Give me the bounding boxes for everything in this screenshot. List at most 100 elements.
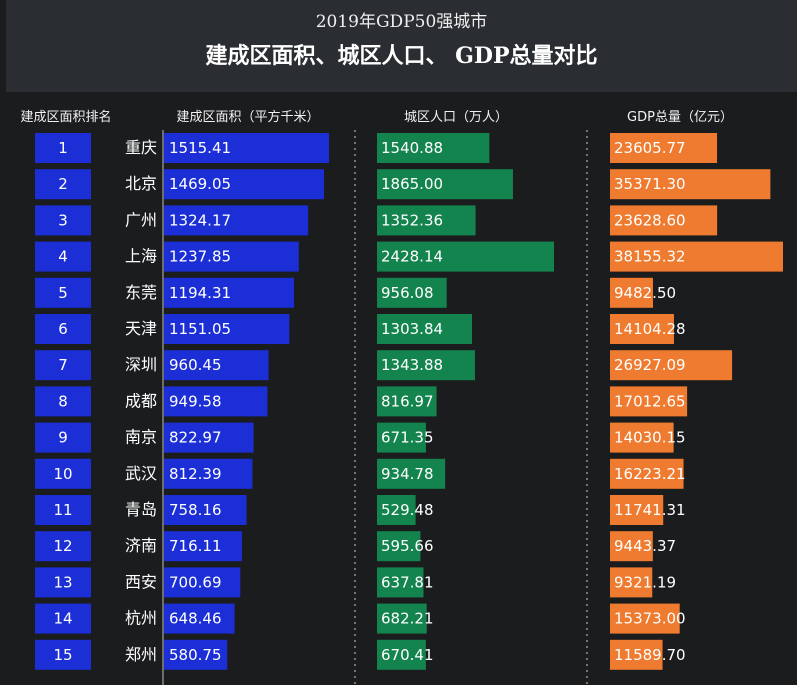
rank-label: 1 (58, 139, 68, 157)
rank-label: 2 (58, 175, 68, 193)
gdp-value-label: 9482.50 (614, 284, 676, 302)
area-value-label: 758.16 (169, 501, 222, 519)
rank-label: 8 (58, 392, 68, 410)
area-column-header: 建成区面积（平方千米） (176, 109, 319, 125)
city-label: 杭州 (125, 609, 157, 628)
gdp-value-label: 11741.31 (614, 501, 686, 519)
city-label: 郑州 (125, 645, 157, 664)
rank-box (35, 350, 91, 381)
gdp-bar (610, 639, 663, 670)
area-bar (164, 205, 309, 236)
gdp-value-label: 14030.15 (614, 429, 686, 447)
area-value-label: 1469.05 (169, 175, 231, 193)
population-value-label: 670.41 (381, 646, 434, 664)
gdp-bar (610, 603, 680, 634)
area-value-label: 812.39 (169, 465, 222, 483)
city-label: 青岛 (125, 500, 157, 519)
gdp-value-label: 11589.70 (614, 646, 686, 664)
area-value-label: 1515.41 (169, 139, 231, 157)
population-bar (377, 350, 475, 381)
rank-label: 3 (58, 211, 68, 229)
gdp-value-label: 16223.21 (614, 465, 686, 483)
gdp-bar (610, 314, 674, 344)
population-bar (377, 133, 490, 163)
population-column-header: 城区人口（万人） (404, 110, 508, 125)
rank-box (35, 422, 91, 453)
population-value-label: 1303.84 (381, 320, 443, 338)
area-value-label: 1151.05 (169, 320, 231, 338)
population-value-label: 671.35 (381, 429, 434, 447)
rank-label: 9 (58, 429, 68, 447)
area-bar (164, 639, 228, 670)
area-value-label: 648.46 (169, 610, 222, 628)
area-value-label: 716.11 (169, 537, 222, 555)
gdp-bar (610, 422, 674, 453)
gdp-column-header: GDP总量（亿元） (627, 110, 733, 125)
gdp-value-label: 9321.19 (614, 573, 676, 591)
rank-label: 4 (58, 248, 68, 266)
area-value-label: 1237.85 (169, 248, 231, 266)
area-value-label: 949.58 (169, 392, 222, 410)
gdp-value-label: 9443.37 (614, 537, 676, 555)
city-label: 武汉 (125, 464, 157, 483)
rank-column-header: 建成区面积排名 (20, 109, 111, 125)
gdp-value-label: 23628.60 (614, 211, 686, 229)
area-bar (164, 133, 329, 163)
rank-box (35, 458, 91, 489)
area-bar (164, 241, 299, 272)
population-value-label: 2428.14 (381, 248, 443, 266)
gdp-bar (610, 205, 718, 236)
city-label: 济南 (125, 536, 157, 555)
rank-box (35, 495, 91, 525)
area-value-label: 822.97 (169, 429, 222, 447)
area-bar (164, 422, 254, 453)
area-bar (164, 495, 247, 525)
gdp-value-label: 35371.30 (614, 175, 686, 193)
rank-box (35, 639, 91, 670)
population-bar (377, 277, 447, 308)
population-value-label: 956.08 (381, 284, 434, 302)
population-value-label: 682.21 (381, 610, 434, 628)
city-label: 南京 (125, 428, 157, 447)
city-label: 广州 (125, 210, 157, 229)
rank-box (35, 133, 91, 163)
area-bar (164, 314, 290, 344)
population-bar (377, 205, 476, 236)
rank-label: 11 (53, 501, 72, 519)
population-value-label: 934.78 (381, 465, 434, 483)
gdp-bar (610, 458, 684, 489)
population-bar (377, 639, 426, 670)
rank-label: 14 (53, 610, 72, 628)
rank-box (35, 531, 91, 562)
gdp-value-label: 26927.09 (614, 356, 686, 374)
chart-title: 2019年GDP50强城市 (315, 12, 488, 32)
city-label: 上海 (125, 247, 157, 266)
gdp-bar (610, 169, 771, 200)
area-bar (164, 386, 268, 417)
population-bar (377, 567, 424, 598)
population-bar (377, 314, 473, 344)
area-bar (164, 458, 253, 489)
city-label: 东莞 (125, 283, 157, 302)
area-bar (164, 350, 269, 381)
population-bar (377, 458, 446, 489)
city-label: 成都 (125, 391, 157, 410)
rank-box (35, 603, 91, 634)
population-value-label: 1343.88 (381, 356, 443, 374)
rank-box (35, 314, 91, 344)
gdp-bar (610, 567, 653, 598)
rank-box (35, 205, 91, 236)
rank-box (35, 567, 91, 598)
header: 2019年GDP50强城市 建成区面积、城区人口、 GDP总量对比 (6, 0, 797, 92)
gdp-value-label: 15373.00 (614, 610, 686, 628)
population-bar (377, 603, 427, 634)
area-value-label: 1324.17 (169, 211, 231, 229)
rank-label: 6 (58, 320, 68, 338)
rank-label: 7 (58, 356, 68, 374)
population-value-label: 1352.36 (381, 211, 443, 229)
population-value-label: 637.81 (381, 573, 434, 591)
population-bar (377, 386, 437, 417)
rank-label: 12 (53, 537, 72, 555)
gdp-bar (610, 133, 718, 163)
